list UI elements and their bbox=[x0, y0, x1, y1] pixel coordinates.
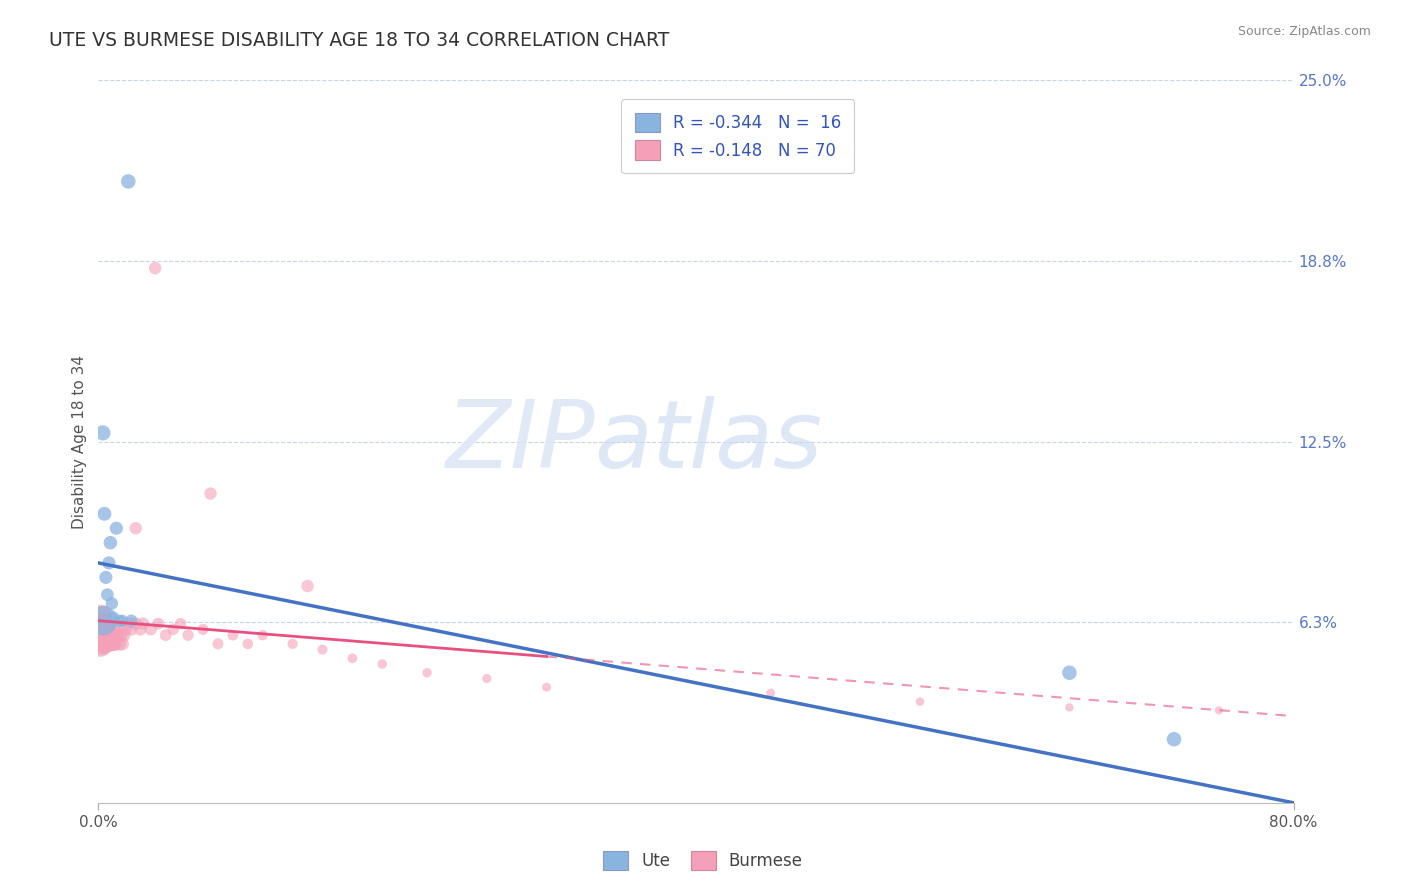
Point bbox=[114, 623, 136, 637]
Point bbox=[91, 616, 114, 631]
Point bbox=[101, 596, 124, 610]
Y-axis label: Disability Age 18 to 34: Disability Age 18 to 34 bbox=[72, 354, 87, 529]
Text: Source: ZipAtlas.com: Source: ZipAtlas.com bbox=[1237, 25, 1371, 38]
Point bbox=[132, 616, 155, 631]
Point bbox=[94, 623, 117, 637]
Point bbox=[97, 637, 120, 651]
Point bbox=[93, 637, 115, 651]
Point bbox=[108, 614, 131, 628]
Point bbox=[475, 672, 498, 686]
Point bbox=[89, 616, 111, 631]
Point bbox=[91, 607, 114, 622]
Point bbox=[162, 623, 184, 637]
Text: ZIP: ZIP bbox=[444, 396, 595, 487]
Point bbox=[1059, 665, 1081, 680]
Point bbox=[371, 657, 394, 671]
Point bbox=[108, 637, 131, 651]
Point bbox=[103, 611, 125, 625]
Point bbox=[90, 628, 112, 642]
Point bbox=[98, 637, 122, 651]
Point bbox=[93, 623, 115, 637]
Point bbox=[177, 628, 200, 642]
Point bbox=[91, 623, 114, 637]
Point bbox=[105, 521, 128, 535]
Point bbox=[236, 637, 259, 651]
Point bbox=[97, 556, 120, 570]
Point bbox=[416, 665, 439, 680]
Point bbox=[125, 521, 148, 535]
Point bbox=[297, 579, 319, 593]
Point bbox=[139, 623, 162, 637]
Point bbox=[148, 616, 170, 631]
Point bbox=[200, 486, 222, 500]
Point bbox=[91, 614, 114, 628]
Point bbox=[105, 628, 128, 642]
Point bbox=[1208, 703, 1230, 717]
Point bbox=[252, 628, 274, 642]
Point bbox=[94, 570, 117, 584]
Point bbox=[91, 628, 114, 642]
Point bbox=[96, 588, 118, 602]
Point bbox=[169, 616, 191, 631]
Point bbox=[1059, 700, 1081, 714]
Point bbox=[96, 623, 118, 637]
Point bbox=[143, 261, 166, 276]
Point bbox=[117, 616, 139, 631]
Point bbox=[96, 628, 118, 642]
Point bbox=[90, 623, 112, 637]
Point bbox=[104, 637, 127, 651]
Text: UTE VS BURMESE DISABILITY AGE 18 TO 34 CORRELATION CHART: UTE VS BURMESE DISABILITY AGE 18 TO 34 C… bbox=[49, 31, 669, 50]
Point bbox=[91, 425, 114, 440]
Text: atlas: atlas bbox=[595, 396, 823, 487]
Point bbox=[93, 507, 115, 521]
Point bbox=[111, 637, 134, 651]
Point bbox=[103, 623, 125, 637]
Point bbox=[222, 628, 245, 642]
Point bbox=[96, 637, 118, 651]
Point bbox=[117, 174, 139, 188]
Point bbox=[94, 637, 117, 651]
Point bbox=[107, 623, 129, 637]
Point bbox=[1163, 732, 1185, 747]
Point bbox=[97, 628, 120, 642]
Point bbox=[908, 695, 931, 709]
Point bbox=[759, 686, 782, 700]
Point bbox=[120, 614, 142, 628]
Point bbox=[101, 637, 124, 651]
Point bbox=[103, 628, 125, 642]
Point bbox=[281, 637, 304, 651]
Point bbox=[342, 651, 364, 665]
Point bbox=[94, 628, 117, 642]
Point bbox=[129, 623, 152, 637]
Point bbox=[91, 637, 114, 651]
Legend: R = -0.344   N =  16, R = -0.148   N = 70: R = -0.344 N = 16, R = -0.148 N = 70 bbox=[621, 99, 855, 173]
Point bbox=[155, 628, 177, 642]
Point bbox=[90, 616, 112, 631]
Point bbox=[112, 628, 135, 642]
Point bbox=[110, 628, 132, 642]
Point bbox=[311, 642, 333, 657]
Point bbox=[125, 616, 148, 631]
Point bbox=[98, 628, 122, 642]
Point bbox=[90, 637, 112, 651]
Point bbox=[89, 623, 111, 637]
Point bbox=[120, 623, 142, 637]
Point bbox=[111, 614, 134, 628]
Point bbox=[90, 607, 112, 622]
Legend: Ute, Burmese: Ute, Burmese bbox=[596, 844, 810, 877]
Point bbox=[103, 637, 125, 651]
Point bbox=[536, 680, 558, 694]
Point bbox=[191, 623, 214, 637]
Point bbox=[93, 628, 115, 642]
Point bbox=[98, 535, 122, 549]
Point bbox=[89, 637, 111, 651]
Point bbox=[93, 616, 115, 631]
Point bbox=[207, 637, 229, 651]
